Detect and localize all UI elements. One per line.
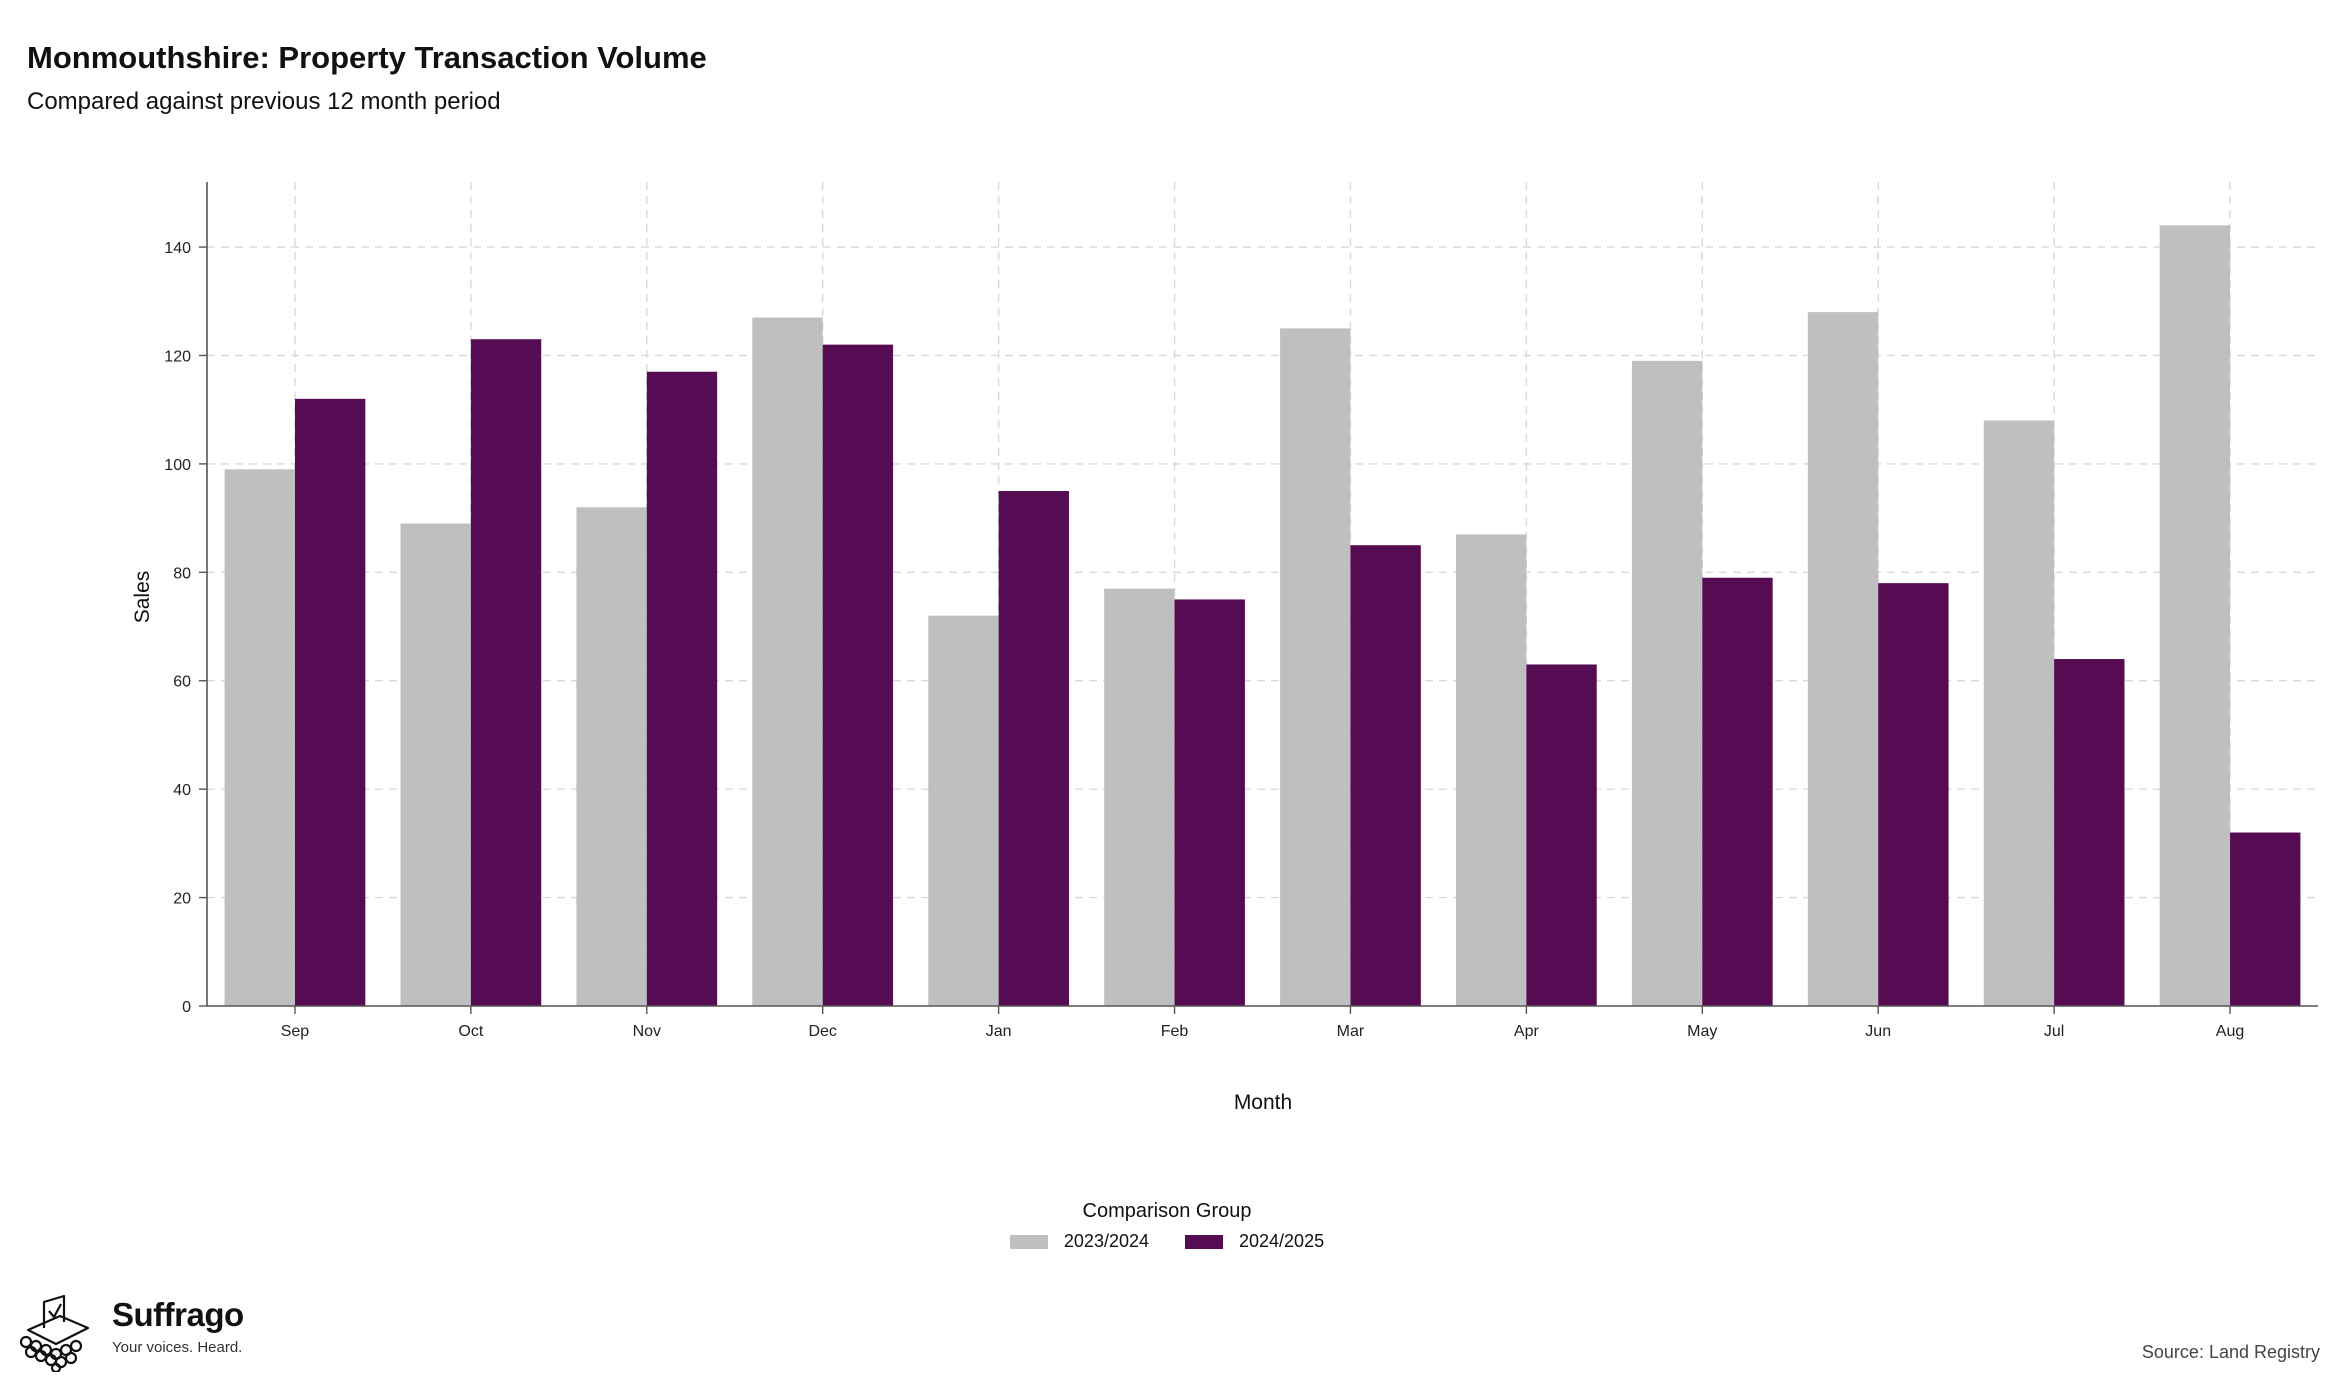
x-tick-label: Jun	[1865, 1023, 1891, 1040]
bar-oct-series-1	[400, 523, 471, 1006]
legend-item-series-2: 2024/2025	[1185, 1231, 1324, 1252]
bar-nov-series-2	[646, 371, 718, 1007]
bar-aug-series-1	[2159, 225, 2231, 1007]
bar-nov-series-1	[576, 507, 647, 1006]
bar-jul-series-2	[2054, 659, 2125, 1006]
bar-dec-series-1	[752, 317, 823, 1006]
brand-tagline: Your voices. Heard.	[112, 1339, 243, 1356]
legend-swatch-series-2	[1185, 1234, 1223, 1249]
bar-sep-series-2	[294, 398, 366, 1006]
y-tick-label: 0	[182, 999, 191, 1016]
brand: Suffrago Your voices. Heard.	[14, 1292, 244, 1372]
bar-may-series-1	[1631, 360, 1703, 1006]
bar-apr-series-2	[1526, 664, 1597, 1006]
legend-swatch-series-1	[1009, 1234, 1048, 1249]
bar-mar-series-2	[1350, 545, 1421, 1006]
bar-jun-series-1	[1807, 312, 1879, 1007]
x-axis-title: Month	[1234, 1091, 1292, 1114]
bar-aug-series-2	[2230, 832, 2301, 1006]
legend-label-series-1: 2023/2024	[1063, 1231, 1149, 1251]
bar-feb-series-1	[1104, 588, 1175, 1006]
legend-title: Comparison Group	[1082, 1200, 1252, 1222]
bar-jan-series-1	[928, 615, 999, 1006]
bar-oct-series-2	[470, 339, 542, 1006]
y-tick-label: 40	[173, 782, 191, 799]
x-tick-label: Jan	[986, 1023, 1012, 1040]
y-tick-label: 100	[164, 457, 191, 474]
bar-jan-series-2	[998, 491, 1069, 1006]
x-tick-label: Aug	[2216, 1023, 2244, 1040]
bar-chart: 0 20 40 60 80 100 120 140 Sep Oct Nov Dec Jan Feb Mar A…	[131, 182, 2318, 1114]
legend-items: 2023/2024 2024/2025	[1009, 1231, 1324, 1252]
x-tick-label: Sep	[281, 1023, 310, 1040]
x-tick-label: Mar	[1337, 1023, 1365, 1040]
bars	[224, 225, 2301, 1007]
bar-apr-series-1	[1456, 534, 1527, 1006]
x-tick-label: May	[1687, 1023, 1717, 1040]
x-tick-label: Feb	[1161, 1023, 1189, 1040]
y-tick-label: 140	[164, 240, 191, 257]
ballot-box-icon	[19, 1294, 90, 1372]
y-tick-label: 120	[164, 348, 191, 365]
x-tick-label: Jul	[2044, 1023, 2064, 1040]
brand-text: Suffrago Your voices. Heard.	[112, 1298, 244, 1356]
chart-subtitle: Compared against previous 12 month perio…	[27, 88, 501, 115]
bar-dec-series-2	[822, 344, 894, 1006]
x-tick-label: Apr	[1514, 1023, 1540, 1040]
y-axis-title: Sales	[131, 571, 154, 624]
x-tick-label: Dec	[808, 1023, 836, 1040]
x-tick-label: Oct	[458, 1023, 483, 1040]
legend-item-series-1: 2023/2024	[1009, 1231, 1149, 1252]
bar-mar-series-1	[1280, 328, 1351, 1006]
y-tick-label: 80	[173, 565, 191, 582]
brand-name: Suffrago	[112, 1296, 244, 1333]
bar-jun-series-2	[1878, 583, 1949, 1006]
axes: 0 20 40 60 80 100 120 140 Sep Oct Nov Dec Jan Feb Mar A…	[164, 182, 2318, 1040]
bar-jul-series-1	[1983, 420, 2055, 1006]
legend: Comparison Group 2023/2024 2024/2025	[0, 1200, 2334, 1254]
chart-title: Monmouthshire: Property Transaction Volu…	[27, 40, 707, 75]
legend-label-series-2: 2024/2025	[1239, 1231, 1325, 1251]
y-tick-label: 20	[173, 891, 191, 908]
bar-feb-series-2	[1174, 599, 1245, 1006]
x-tick-label: Nov	[633, 1023, 661, 1040]
bar-may-series-2	[1702, 577, 1773, 1006]
y-tick-label: 60	[173, 674, 191, 691]
bar-sep-series-1	[224, 469, 295, 1006]
source-note: Source: Land Registry	[2141, 1342, 2320, 1362]
